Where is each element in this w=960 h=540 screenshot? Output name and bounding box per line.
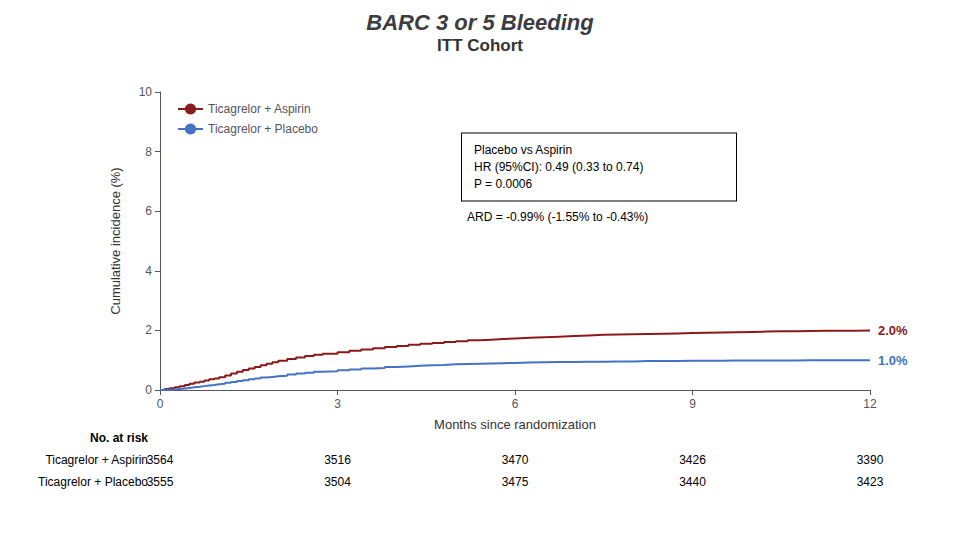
- svg-text:Ticagrelor + Aspirin: Ticagrelor + Aspirin: [208, 102, 311, 116]
- svg-text:2.0%: 2.0%: [878, 323, 908, 338]
- svg-text:3: 3: [334, 397, 341, 411]
- svg-text:3504: 3504: [324, 475, 351, 489]
- svg-text:Placebo vs Aspirin: Placebo vs Aspirin: [474, 143, 572, 157]
- svg-text:3516: 3516: [324, 453, 351, 467]
- svg-text:6: 6: [512, 397, 519, 411]
- svg-text:3475: 3475: [502, 475, 529, 489]
- svg-text:ARD = -0.99% (-1.55% to -0.43%: ARD = -0.99% (-1.55% to -0.43%): [467, 210, 648, 224]
- svg-text:Ticagrelor + Placebo: Ticagrelor + Placebo: [208, 122, 318, 136]
- svg-text:3423: 3423: [857, 475, 884, 489]
- svg-text:3564: 3564: [147, 453, 174, 467]
- svg-text:No. at risk: No. at risk: [90, 431, 148, 445]
- svg-text:3555: 3555: [147, 475, 174, 489]
- svg-text:0: 0: [145, 383, 152, 397]
- svg-text:HR (95%CI): 0.49 (0.33 to 0.74: HR (95%CI): 0.49 (0.33 to 0.74): [474, 160, 643, 174]
- svg-text:BARC 3 or 5 Bleeding: BARC 3 or 5 Bleeding: [366, 10, 594, 35]
- svg-text:ITT Cohort: ITT Cohort: [437, 36, 523, 55]
- svg-text:9: 9: [689, 397, 696, 411]
- svg-text:P = 0.0006: P = 0.0006: [474, 177, 532, 191]
- svg-text:2: 2: [145, 323, 152, 337]
- svg-text:3440: 3440: [679, 475, 706, 489]
- svg-text:12: 12: [863, 397, 877, 411]
- svg-text:3426: 3426: [679, 453, 706, 467]
- svg-text:Months since randomization: Months since randomization: [434, 417, 596, 432]
- svg-text:3390: 3390: [857, 453, 884, 467]
- svg-text:8: 8: [145, 145, 152, 159]
- svg-text:10: 10: [139, 85, 153, 99]
- svg-text:6: 6: [145, 204, 152, 218]
- svg-text:4: 4: [145, 264, 152, 278]
- svg-text:Ticagrelor + Aspirin: Ticagrelor + Aspirin: [45, 453, 148, 467]
- svg-text:Ticagrelor + Placebo: Ticagrelor + Placebo: [38, 475, 148, 489]
- svg-text:0: 0: [157, 397, 164, 411]
- svg-text:3470: 3470: [502, 453, 529, 467]
- svg-text:1.0%: 1.0%: [878, 353, 908, 368]
- svg-text:Cumulative incidence (%): Cumulative incidence (%): [108, 167, 123, 314]
